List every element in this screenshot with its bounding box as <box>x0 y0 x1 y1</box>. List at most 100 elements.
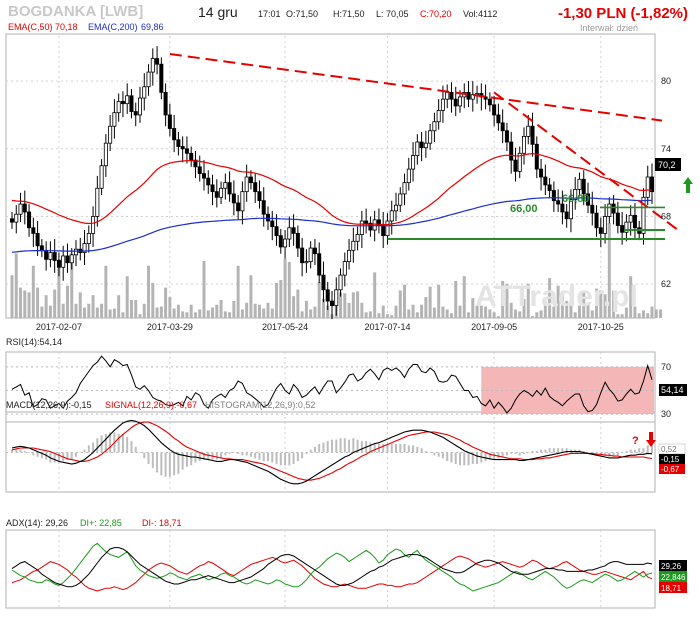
macd-histogram-bar <box>339 438 342 453</box>
adx-diminus-legend: DI-: 18,71 <box>142 518 182 528</box>
macd-histogram-bar <box>382 443 385 453</box>
volume-bar <box>249 275 253 318</box>
macd-histogram-bar <box>446 452 449 462</box>
macd-histogram-bar <box>177 452 180 474</box>
macd-histogram-bar <box>151 452 154 469</box>
price-layer <box>9 46 655 592</box>
ema200-legend: EMA(C,200) <box>88 22 138 32</box>
volume-bar <box>326 305 330 318</box>
candle-body <box>74 248 79 256</box>
volume-bar <box>356 291 360 318</box>
macd-histogram-bar <box>459 452 461 466</box>
volume-bar <box>509 302 513 318</box>
macd-histogram-bar <box>505 452 508 456</box>
volume-bar <box>125 276 129 318</box>
volume-bar <box>304 300 308 318</box>
candle-body <box>453 98 458 107</box>
candle-body <box>86 232 91 244</box>
macd-histogram-bar <box>75 452 77 457</box>
macd-histogram-bar <box>245 452 248 456</box>
macd-histogram-bar <box>497 452 500 459</box>
candle-body <box>206 177 211 186</box>
macd-histogram-bar <box>518 452 521 456</box>
macd-histogram-bar <box>587 452 589 453</box>
candle-body <box>308 247 313 262</box>
x-tick-label: 2017-02-07 <box>36 322 82 332</box>
candle-body <box>347 249 352 263</box>
macd-histogram-legend: HISTOGRAM(12,26,9):0,52 <box>205 400 315 410</box>
volume-bar <box>454 280 458 318</box>
volume-bar <box>19 287 23 318</box>
candle-body <box>590 204 595 214</box>
x-tick-label: 2017-09-05 <box>471 322 517 332</box>
candle-body <box>551 190 556 202</box>
macd-histogram-bar <box>510 452 513 454</box>
volume-bar <box>129 299 133 318</box>
macd-histogram-bar <box>604 452 607 456</box>
candle-body <box>359 220 364 235</box>
candle-body <box>534 143 539 170</box>
volume-bar <box>650 306 654 318</box>
macd-signal-legend: SIGNAL(12,26,9):-0,67 <box>105 400 197 410</box>
macd-histogram-bar <box>390 443 393 453</box>
volume-bar <box>211 307 215 318</box>
macd-histogram-bar <box>228 452 231 454</box>
candle-body <box>69 254 74 264</box>
candle-body <box>300 247 305 264</box>
macd-histogram-bar <box>292 452 295 464</box>
candle-body <box>577 178 582 190</box>
macd-histogram-bar <box>612 452 615 456</box>
macd-histogram-bar <box>484 452 487 462</box>
volume-bar <box>437 284 441 318</box>
candle-body <box>35 232 40 247</box>
candle-body <box>615 212 620 226</box>
macd-histogram-bar <box>420 448 423 453</box>
adx-title: ADX(14): 29,26 <box>6 518 68 528</box>
candle-body <box>355 234 360 242</box>
candle-body <box>227 182 232 195</box>
candle-body <box>393 204 398 212</box>
candle-body <box>539 168 544 178</box>
macd-histogram-bar <box>313 446 316 453</box>
ema50-legend-value: 70,18 <box>55 22 78 32</box>
candle-body <box>236 202 241 212</box>
macd-histogram-bar <box>633 449 636 453</box>
volume-bar <box>168 297 172 318</box>
volume-bar <box>415 312 419 318</box>
volume-bar <box>641 310 645 318</box>
ema200-legend-value: 69,86 <box>141 22 164 32</box>
candle-body <box>423 142 428 149</box>
candle-body <box>500 122 505 132</box>
macd-histogram-bar <box>407 445 410 453</box>
candle-body <box>641 196 646 234</box>
volume-bar <box>492 312 496 318</box>
candle-body <box>248 176 253 184</box>
volume-bar <box>283 258 287 318</box>
macd-histogram-bar <box>348 439 351 453</box>
macd-histogram-bar <box>565 448 568 453</box>
macd-histogram-bar <box>147 452 150 464</box>
candle-body <box>650 176 655 193</box>
candle-body <box>155 58 160 65</box>
candle-body <box>244 176 249 193</box>
candle-body <box>496 114 501 124</box>
macd-histogram-bar <box>185 452 188 467</box>
volume-bar <box>292 296 296 318</box>
candle-body <box>270 220 275 228</box>
down-arrow-icon <box>646 432 656 447</box>
candle-body <box>27 211 32 229</box>
candle-body <box>560 203 565 213</box>
candle-body <box>504 130 509 143</box>
ema200-line <box>11 197 653 253</box>
macd-histogram-bar <box>121 433 124 453</box>
volume-bar <box>424 297 428 318</box>
candle-body <box>607 203 612 217</box>
volume-bar <box>659 309 663 318</box>
volume-bar <box>10 275 14 318</box>
volume-bar <box>646 313 650 318</box>
macd-histogram-bar <box>11 449 13 453</box>
macd-histogram-bar <box>164 452 167 477</box>
candle-body <box>628 214 633 223</box>
